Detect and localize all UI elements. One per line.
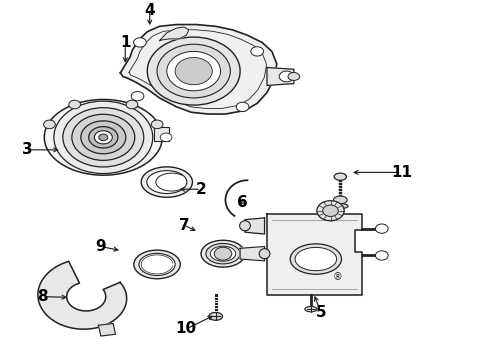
Ellipse shape: [147, 171, 187, 194]
Bar: [154, 127, 169, 141]
Text: 11: 11: [391, 165, 412, 180]
Circle shape: [160, 133, 172, 141]
Text: 3: 3: [22, 142, 33, 157]
Polygon shape: [98, 324, 116, 336]
Circle shape: [147, 37, 240, 105]
Circle shape: [134, 38, 147, 47]
Polygon shape: [240, 247, 265, 261]
Circle shape: [175, 58, 212, 85]
Text: ®: ®: [333, 272, 343, 282]
Circle shape: [94, 131, 112, 144]
Polygon shape: [159, 27, 189, 41]
Polygon shape: [267, 214, 362, 295]
Ellipse shape: [206, 243, 240, 264]
Circle shape: [236, 102, 249, 112]
Ellipse shape: [209, 312, 222, 320]
Circle shape: [126, 100, 138, 109]
Circle shape: [54, 101, 153, 174]
Ellipse shape: [201, 240, 245, 267]
Circle shape: [375, 251, 388, 260]
Circle shape: [69, 100, 80, 109]
Text: 6: 6: [237, 195, 248, 210]
Ellipse shape: [305, 306, 317, 312]
Ellipse shape: [259, 249, 270, 259]
Ellipse shape: [334, 173, 346, 180]
Ellipse shape: [333, 196, 347, 204]
Circle shape: [317, 201, 344, 221]
Circle shape: [89, 127, 118, 148]
Ellipse shape: [141, 167, 193, 197]
Circle shape: [279, 71, 294, 82]
Circle shape: [214, 247, 232, 260]
Ellipse shape: [332, 203, 348, 208]
Circle shape: [251, 47, 264, 56]
Polygon shape: [121, 24, 277, 114]
Text: 9: 9: [96, 239, 106, 254]
Circle shape: [375, 224, 388, 233]
Ellipse shape: [288, 72, 300, 80]
Text: 8: 8: [37, 289, 48, 304]
Polygon shape: [267, 68, 294, 85]
Ellipse shape: [210, 246, 236, 261]
Text: 4: 4: [145, 3, 155, 18]
Circle shape: [157, 44, 230, 98]
Ellipse shape: [139, 253, 175, 275]
Ellipse shape: [134, 250, 180, 279]
Text: 7: 7: [179, 217, 189, 233]
Circle shape: [151, 120, 163, 129]
Circle shape: [99, 134, 108, 141]
Ellipse shape: [290, 244, 342, 274]
Polygon shape: [44, 99, 162, 175]
Circle shape: [44, 120, 55, 129]
Text: 5: 5: [316, 305, 326, 320]
Circle shape: [167, 51, 220, 91]
Circle shape: [323, 205, 338, 216]
Circle shape: [81, 121, 126, 154]
Text: 2: 2: [196, 182, 206, 197]
Circle shape: [72, 114, 135, 160]
Polygon shape: [38, 261, 127, 329]
Text: 1: 1: [120, 35, 130, 50]
Ellipse shape: [240, 221, 250, 231]
Polygon shape: [245, 218, 265, 234]
Text: 10: 10: [176, 321, 197, 336]
Circle shape: [131, 91, 144, 101]
Ellipse shape: [295, 247, 337, 271]
Circle shape: [63, 108, 144, 167]
